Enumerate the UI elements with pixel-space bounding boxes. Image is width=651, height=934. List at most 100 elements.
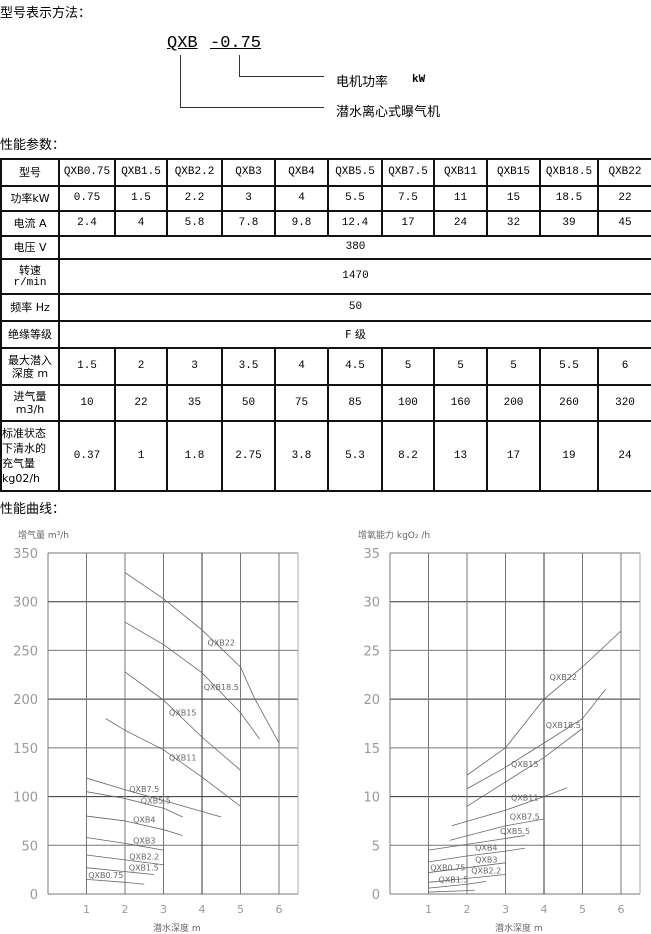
y-tick-label: 0 (30, 888, 38, 903)
y-tick-label: 200 (13, 693, 38, 708)
y-tick-label: 30 (363, 596, 380, 611)
row-header-line: r/min (13, 276, 47, 289)
connector-line (239, 76, 324, 77)
series-line-qxb18-5 (466, 689, 606, 790)
x-tick-label: 5 (579, 903, 586, 916)
series-label: QXB3 (133, 837, 155, 846)
x-tick-label: 2 (464, 903, 471, 916)
table-cell: 6 (597, 347, 651, 386)
x-tick-label: 3 (160, 903, 167, 916)
y-tick-label: 25 (363, 644, 380, 659)
series-label: QXB1.5 (439, 876, 469, 885)
series-line-qxb7-5 (449, 818, 545, 841)
table-cell: QXB2.2 (166, 158, 223, 187)
table-cell: 1.8 (166, 420, 223, 492)
table-cell: QXB18.5 (539, 158, 599, 187)
y-axis-title: 增氧能力 kgO₂ /h (358, 529, 430, 541)
connector-line (239, 55, 240, 76)
x-tick-label: 4 (199, 903, 206, 916)
series-line-qxb15 (124, 671, 241, 771)
series-label: QXB0.75 (430, 863, 465, 872)
table-cell: 32 (486, 210, 541, 237)
series-label: QXB1.5 (129, 863, 159, 872)
speed-value: 1470 (58, 258, 651, 295)
y-tick-label: 350 (13, 547, 38, 562)
series-label: QXB3 (475, 855, 497, 864)
series-line-qxb15 (466, 728, 583, 807)
table-cell: 8.2 (381, 420, 435, 492)
table-cell: 0.37 (58, 420, 116, 492)
table-cell: 5 (381, 347, 435, 386)
table-cell: 4 (114, 210, 168, 237)
table-cell: 200 (486, 384, 541, 422)
series-line-qxb1-5 (86, 867, 154, 875)
table-cell: 15 (486, 185, 541, 212)
table-cell: 39 (539, 210, 599, 237)
table-cell: 4 (274, 185, 329, 212)
table-cell: 3.5 (221, 347, 276, 386)
table-cell: 7.5 (381, 185, 435, 212)
table-cell: QXB1.5 (114, 158, 168, 187)
table-cell: 2.75 (221, 420, 276, 492)
table-cell: QXB11 (433, 158, 488, 187)
row-header-line: 转速 (19, 263, 41, 277)
x-tick-label: 6 (618, 903, 625, 916)
table-cell: 1 (114, 420, 168, 492)
table-cell: 1.5 (114, 185, 168, 212)
series-label: QXB18.5 (204, 683, 239, 692)
table-cell: 3.8 (274, 420, 329, 492)
table-cell: 2.4 (58, 210, 116, 237)
y-tick-label: 150 (13, 742, 38, 757)
table-cell: 5.5 (327, 185, 383, 212)
row-header: 频率 Hz (0, 293, 60, 322)
series-line-qxb22 (466, 630, 622, 776)
table-cell: 5.8 (166, 210, 223, 237)
table-cell: 85 (327, 384, 383, 422)
table-cell: 45 (597, 210, 651, 237)
y-tick-label: 15 (363, 742, 380, 757)
table-cell: 5.3 (327, 420, 383, 492)
series-label: QXB22 (208, 638, 235, 647)
table-cell: 3 (166, 347, 223, 386)
series-label: QXB2.2 (129, 852, 159, 861)
table-cell: QXB7.5 (381, 158, 435, 187)
row-frequency: 频率 Hz 50 (0, 293, 651, 322)
series-line-qxb2-2 (428, 874, 506, 883)
y-tick-label: 0 (372, 888, 380, 903)
row-header: 标准状态 下清水的 充气量 kg02/h (0, 420, 60, 492)
model-suffix: -0.75 (210, 34, 262, 53)
table-cell: 2.2 (166, 185, 223, 212)
series-line-qxb0-75 (86, 878, 145, 885)
y-tick-label: 35 (363, 547, 380, 562)
series-line-qxb0-75 (428, 889, 475, 893)
series-line-qxb3 (428, 862, 506, 873)
row-header-line: 下清水的 (2, 442, 46, 455)
table-cell: 100 (381, 384, 435, 422)
connector-line (180, 55, 181, 107)
performance-table: 型号 QXB0.75 QXB1.5 QXB2.2 QXB3 QXB4 QXB5.5 QXB7.… (0, 158, 651, 492)
row-header-line: 标准状态 (2, 427, 46, 440)
table-cell: 50 (221, 384, 276, 422)
x-axis-title: 潜水深度 m (153, 922, 201, 934)
table-cell: 5.5 (539, 347, 599, 386)
table-cell: 0.75 (58, 185, 116, 212)
row-insulation: 绝缘等级 F 级 (0, 320, 651, 349)
table-cell: 24 (433, 210, 488, 237)
table-cell: QXB3 (221, 158, 276, 187)
row-header-line: 最大潜入 (8, 353, 52, 367)
table-cell: 5 (486, 347, 541, 386)
series-line-qxb1-5 (428, 880, 487, 889)
power-label: 电机功率 (336, 75, 389, 90)
row-header: 型号 (0, 158, 60, 187)
series-label: QXB7.5 (129, 785, 159, 794)
y-tick-label: 10 (363, 791, 380, 806)
row-speed: 转速 r/min 1470 (0, 258, 651, 295)
series-label: QXB18.5 (546, 721, 581, 730)
table-cell: QXB5.5 (327, 158, 383, 187)
series-line-qxb7-5 (86, 777, 222, 818)
series-label: QXB4 (475, 844, 497, 853)
series-line-qxb11 (105, 718, 241, 807)
table-cell: 18.5 (539, 185, 599, 212)
row-header: 进气量 m3/h (0, 384, 60, 422)
